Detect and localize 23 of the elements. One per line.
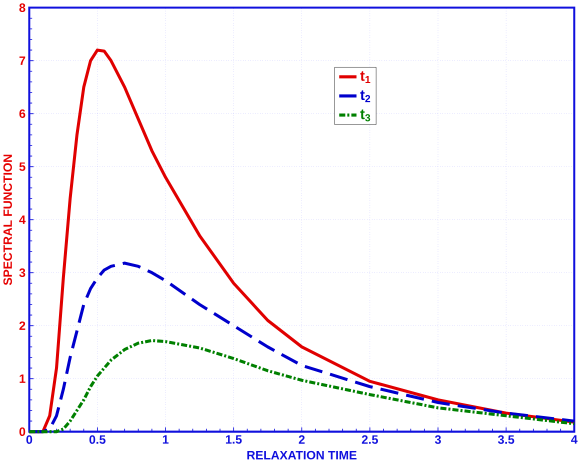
y-tick-label: 7 (19, 56, 26, 65)
y-tick-label: 6 (19, 109, 26, 118)
y-axis-title: SPECTRAL FUNCTION (3, 154, 12, 286)
y-tick-label: 8 (19, 3, 26, 12)
legend-label: t$_{3}$ (360, 110, 370, 122)
y-tick-label: 2 (19, 322, 26, 330)
x-tick-label: 1 (162, 435, 169, 444)
y-tick-label: 5 (19, 162, 26, 171)
x-tick-label: 0.5 (89, 435, 106, 444)
x-axis-title: RELAXATION TIME (247, 450, 357, 460)
legend-label: t$_{2}$ (360, 90, 370, 102)
x-tick-label: 2.5 (362, 435, 378, 444)
x-tick-label: 3 (434, 435, 441, 444)
y-tick-label: 3 (19, 268, 26, 278)
x-tick-label: 1.5 (226, 435, 242, 444)
x-tick-label: 4 (571, 435, 578, 444)
y-tick-label: 0 (19, 427, 26, 436)
y-tick-label: 1 (20, 374, 26, 383)
x-tick-label: 3.5 (498, 435, 514, 444)
legend-label: t$_{1}$ (360, 71, 370, 84)
x-tick-label: 2 (298, 435, 305, 444)
y-tick-label: 4 (19, 216, 26, 224)
x-tick-label: 0 (26, 435, 32, 444)
